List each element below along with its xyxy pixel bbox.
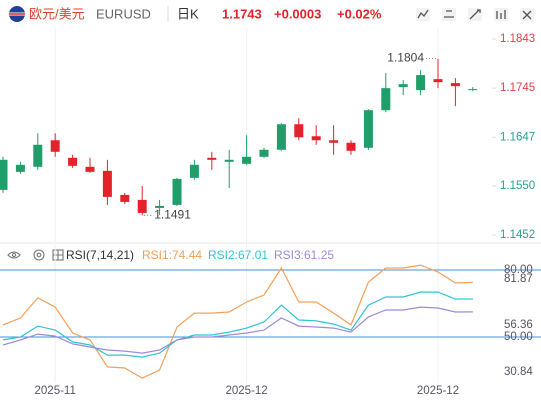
candle-body [207,157,217,160]
candle-body [363,110,373,148]
range-label: 81.87 [504,273,533,285]
range-label: 56.36 [504,319,533,331]
candle-body [85,166,95,172]
change-pct: +0.02% [337,6,382,21]
rsi-line [2,291,473,358]
candle-body [259,149,269,157]
candle-body [120,194,130,202]
legend-entry: RSI3:61.25 [274,248,334,262]
low-annotation: 1.1491 [154,208,191,222]
pair-name: 欧元/美元 [29,6,85,21]
eye-icon[interactable] [7,251,21,259]
candle-body [68,157,78,166]
candle-body [416,75,426,91]
candle-body [381,88,391,111]
rsi-line [2,264,473,379]
y-tick-label: 1.1843 [500,33,535,45]
candle-body [15,164,25,172]
candle-body [346,142,356,151]
candle-body [137,199,147,213]
candle-body [433,79,443,83]
x-tick-label: 2025-12 [417,385,459,397]
box-icon[interactable] [52,249,64,261]
x-tick-label: 2025-12 [225,385,267,397]
candle-body [242,156,252,164]
tool-icon[interactable] [442,8,456,21]
candle-body [468,89,478,91]
rsi-icons [7,249,64,261]
change: +0.0003 [274,6,321,21]
candle-body [224,159,234,162]
range-label: 30.84 [504,366,533,378]
y-tick-label: 1.1550 [500,180,535,192]
price: 1.1743 [222,6,262,21]
candle-body [189,164,199,178]
candle-body [450,83,460,87]
legend-entry: RSI2:67.01 [208,248,268,262]
tool-icon[interactable] [416,8,430,21]
tool-icon[interactable] [520,8,534,21]
toolbar [416,8,534,21]
candle-body [311,136,321,141]
x-tick-label: 2025-11 [35,385,76,397]
tool-icon[interactable] [468,8,482,21]
y-tick-label: 80.00 [504,264,533,276]
candle-body [172,178,182,205]
rsi-line [2,306,473,354]
y-tick-label: 1.1452 [500,229,535,241]
gear-icon[interactable] [33,249,45,261]
candle-body [276,124,286,150]
y-tick-label: 1.1647 [500,131,535,143]
legend-entry: RSI1:74.44 [142,248,202,262]
candle-body [329,140,339,143]
flag-icon [9,6,25,22]
candle-body [294,124,304,138]
candle-body [102,170,112,197]
rsi-title: RSI(7,14,21) [66,248,134,262]
y-tick-label: 1.1745 [500,82,535,94]
symbol: EURUSD [96,6,151,21]
high-annotation: 1.1804 [387,51,424,65]
candle-body [50,140,60,152]
candle-body [155,205,165,208]
tool-icon[interactable] [494,8,508,21]
candle-body [398,84,408,88]
period[interactable]: 日K [177,6,199,21]
y-tick-label: 50.00 [504,331,533,343]
candle-body [33,144,43,167]
candle-body [0,159,8,190]
